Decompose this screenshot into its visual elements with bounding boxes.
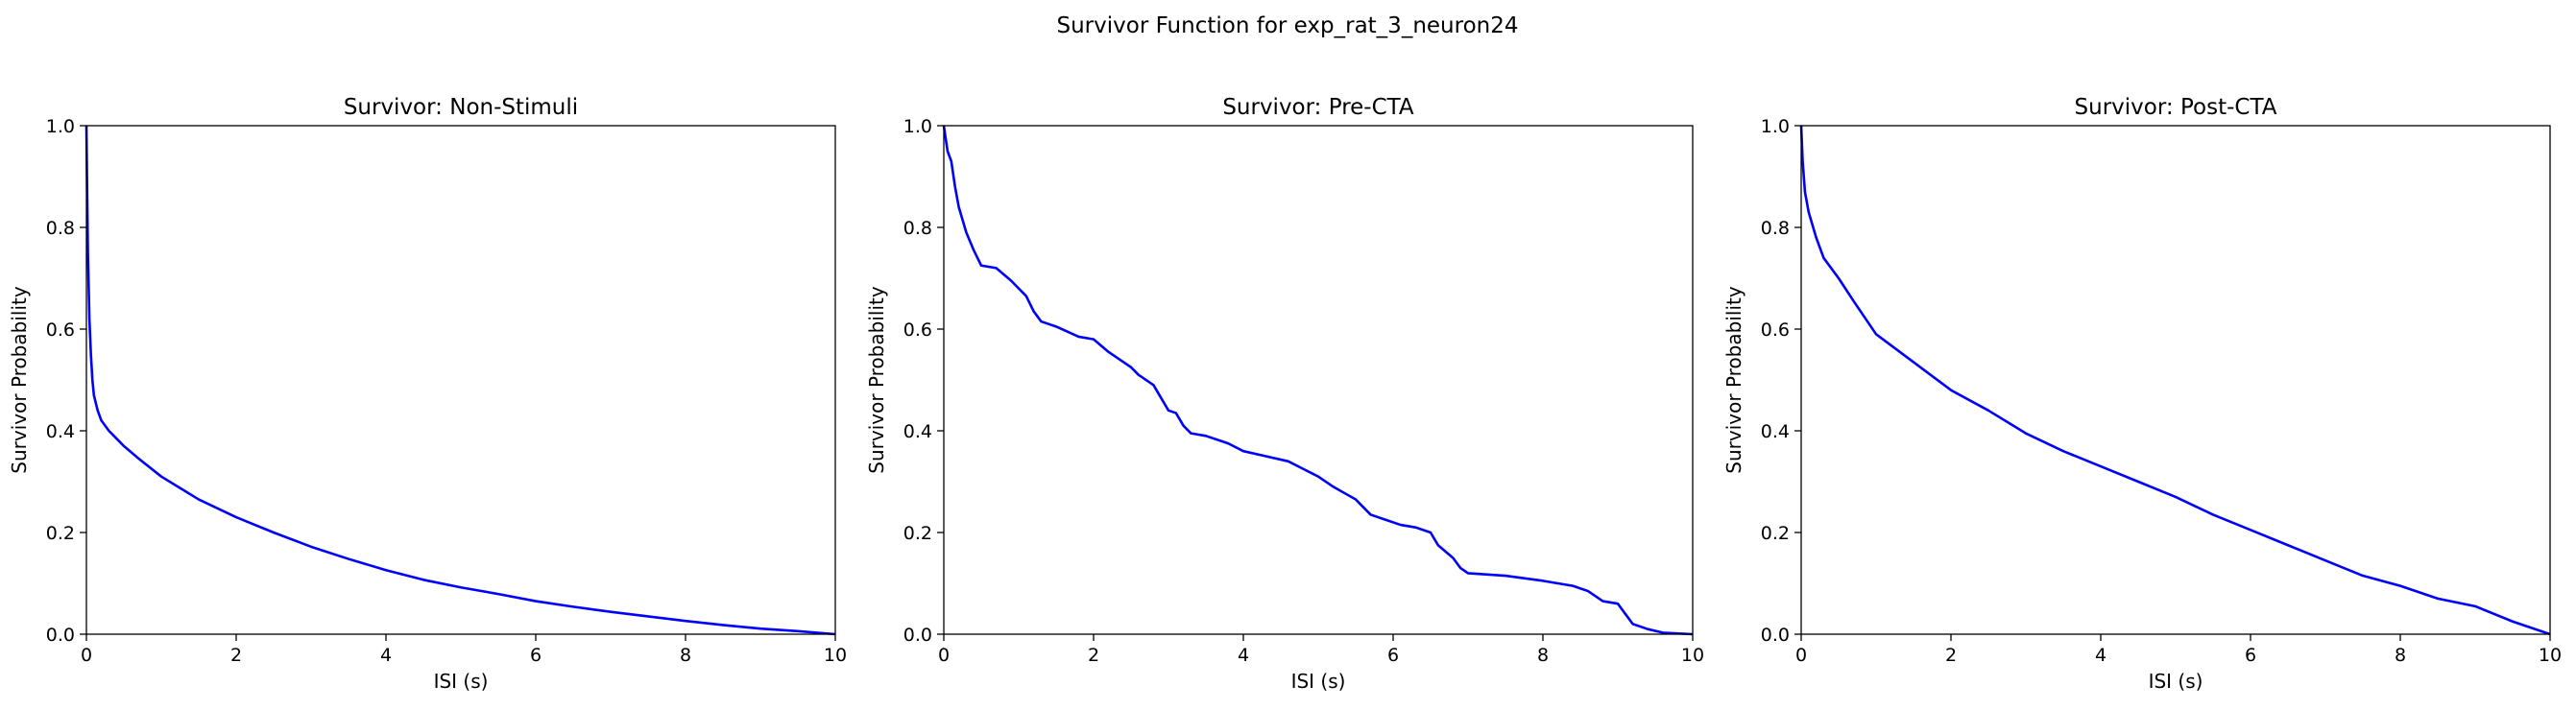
x-axis-label: ISI (s) [2149,670,2203,693]
y-tick-label: 1.0 [1761,116,1790,137]
x-tick-label: 2 [230,645,242,666]
y-tick-label: 1.0 [903,116,932,137]
y-tick-label: 1.0 [46,116,75,137]
survivor-curve [942,125,1694,636]
x-tick-label: 6 [530,645,542,666]
y-tick-label: 0.6 [903,320,932,341]
x-tick-label: 8 [680,645,691,666]
x-tick-label: 6 [2245,645,2256,666]
x-tick-label: 8 [1537,645,1549,666]
y-tick-label: 0.0 [1761,625,1790,646]
x-tick-label: 0 [938,645,950,666]
y-axis-label: Survivor Probability [8,286,31,474]
chart-title: Survivor: Non-Stimuli [344,95,578,120]
y-tick-label: 0.0 [46,625,75,646]
x-tick-label: 6 [1387,645,1399,666]
y-tick-label: 0.6 [46,320,75,341]
y-tick-label: 0.8 [903,218,932,239]
x-tick-label: 10 [824,645,847,666]
y-tick-label: 0.0 [903,625,932,646]
x-tick-label: 10 [2539,645,2562,666]
chart-title: Survivor: Post-CTA [2075,95,2277,120]
chart-title: Survivor: Pre-CTA [1222,95,1414,120]
axes-frame [85,125,836,635]
x-axis-label: ISI (s) [434,670,489,693]
survivor-curve [84,125,836,636]
x-tick-label: 0 [1795,645,1807,666]
x-tick-label: 10 [1681,645,1704,666]
y-tick-label: 0.8 [1761,218,1790,239]
chart-panel-pre-cta: Survivor: Pre-CTA ISI (s) Survivor Proba… [865,95,1704,693]
y-axis-label: Survivor Probability [1722,286,1745,474]
figure-suptitle: Survivor Function for exp_rat_3_neuron24 [1057,13,1519,38]
y-tick-label: 0.6 [1761,320,1790,341]
x-tick-label: 2 [1088,645,1099,666]
y-tick-label: 0.4 [1761,421,1790,442]
y-tick-label: 0.2 [46,523,75,544]
y-tick-label: 0.4 [46,421,75,442]
x-tick-label: 0 [81,645,92,666]
x-tick-label: 2 [1945,645,1957,666]
x-axis-label: ISI (s) [1291,670,1346,693]
survivor-curve [1799,125,2551,636]
axes-frame [943,125,1694,635]
x-tick-label: 4 [1238,645,1249,666]
y-axis-label: Survivor Probability [865,286,888,474]
x-tick-label: 4 [380,645,392,666]
y-tick-label: 0.2 [1761,523,1790,544]
x-tick-label: 4 [2095,645,2107,666]
chart-panel-post-cta: Survivor: Post-CTA ISI (s) Survivor Prob… [1722,95,2562,693]
y-tick-label: 0.2 [903,523,932,544]
chart-panel-non-stimuli: Survivor: Non-Stimuli ISI (s) Survivor P… [8,95,847,693]
y-tick-label: 0.4 [903,421,932,442]
x-tick-label: 8 [2395,645,2406,666]
y-tick-label: 0.8 [46,218,75,239]
axes-frame [1800,125,2551,635]
